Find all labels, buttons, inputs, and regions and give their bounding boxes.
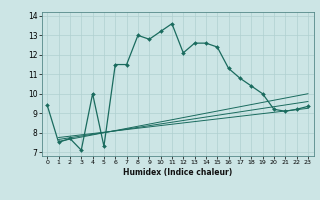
- X-axis label: Humidex (Indice chaleur): Humidex (Indice chaleur): [123, 168, 232, 177]
